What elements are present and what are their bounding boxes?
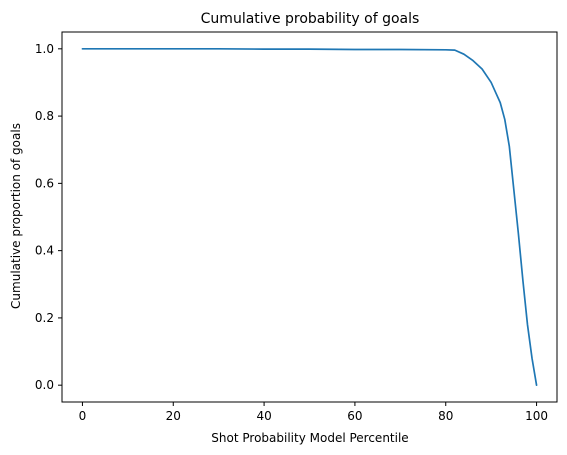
chart-title: Cumulative probability of goals — [201, 11, 420, 27]
x-tick-label: 0 — [79, 409, 87, 423]
x-tick-label: 60 — [347, 409, 362, 423]
y-tick-label: 1.0 — [35, 42, 54, 56]
y-tick-label: 0.4 — [35, 244, 54, 258]
x-tick-label: 20 — [166, 409, 181, 423]
x-tick-label: 40 — [256, 409, 271, 423]
series-line — [81, 47, 538, 387]
x-tick-label: 80 — [438, 409, 453, 423]
plot-frame — [61, 31, 558, 403]
y-axis-label: Cumulative proportion of goals — [9, 123, 23, 309]
y-tick-label: 0.8 — [35, 109, 54, 123]
x-axis: 0 20 40 60 80 100 — [79, 402, 548, 423]
x-axis-label: Shot Probability Model Percentile — [211, 431, 408, 445]
y-tick-label: 0.2 — [35, 311, 54, 325]
y-tick-label: 0.0 — [35, 378, 54, 392]
y-tick-label: 0.6 — [35, 176, 54, 190]
y-axis: 0.0 0.2 0.4 0.6 0.8 1.0 — [35, 42, 62, 392]
plot-content — [81, 47, 538, 387]
x-tick-label: 100 — [525, 409, 548, 423]
